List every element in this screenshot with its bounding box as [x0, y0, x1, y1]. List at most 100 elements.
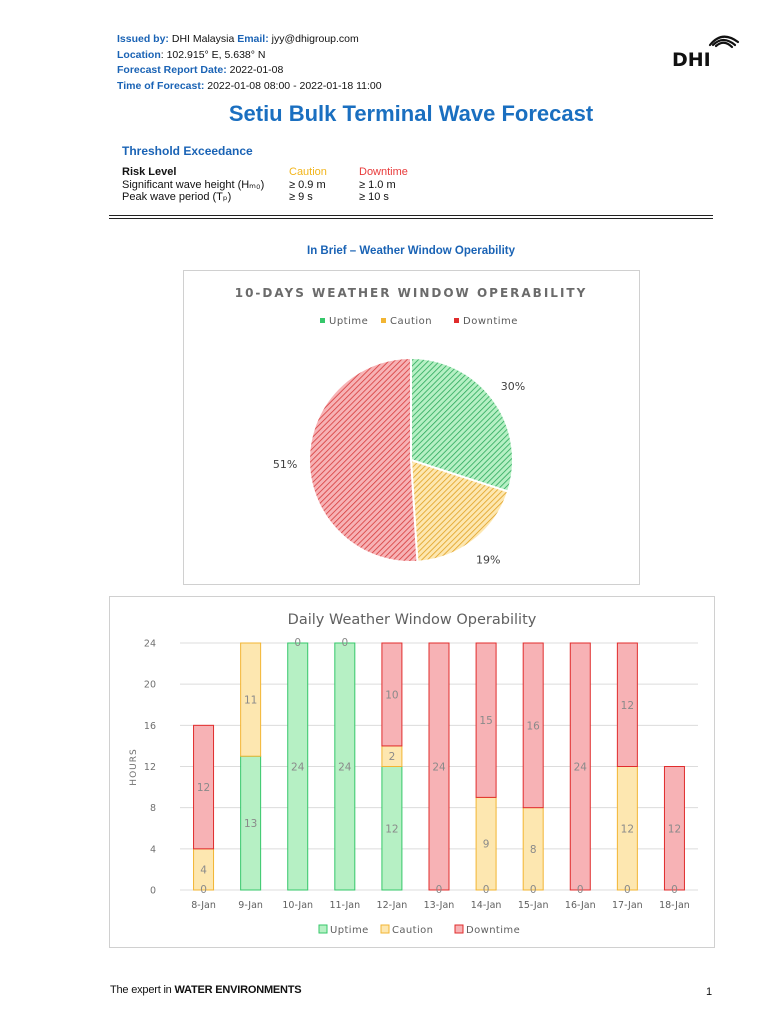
pie-legend-label-uptime: Uptime [329, 316, 368, 327]
pie-chart: 10-DAYS WEATHER WINDOW OPERABILITY Uptim… [235, 286, 588, 567]
risk-level-header: Risk Level [122, 166, 177, 178]
data-label-downtime: 12 [668, 823, 681, 835]
bar-uptime [287, 642, 309, 891]
caution-cell: ≥ 0.9 m [289, 178, 326, 191]
forecast-time-label: Time of Forecast: [117, 79, 205, 92]
bar-downtime [193, 724, 215, 850]
data-label-downtime: 15 [479, 715, 492, 727]
location-label: Location [117, 48, 161, 61]
bar-title: Daily Weather Window Operability [288, 612, 537, 628]
downtime-cell: ≥ 10 s [359, 191, 389, 203]
bar-caution [240, 642, 262, 757]
param-cell: Peak wave period (Tₚ) [122, 191, 232, 203]
x-tick-label: 10-Jan [282, 900, 313, 911]
bar-uptime [334, 642, 356, 891]
pie-legend: Uptime Caution Downtime [320, 316, 518, 327]
pie-chart-panel: 10-DAYS WEATHER WINDOW OPERABILITY Uptim… [183, 270, 640, 585]
x-tick-label: 16-Jan [565, 900, 596, 911]
data-label-downtime: 12 [621, 700, 634, 712]
pie-slice-uptime [410, 356, 514, 493]
report-date-label: Forecast Report Date: [117, 64, 227, 77]
data-label-caution: 8 [530, 844, 537, 856]
in-brief-title: In Brief – Weather Window Operability [307, 245, 515, 257]
threshold-title: Threshold Exceedance [122, 144, 253, 158]
data-labels: 0 4 12 13 11 24 0 24 0 12 2 10 0 24 0 9 15 0 8 16 0 24 0 12 12 0 1… [197, 637, 681, 896]
page-number: 1 [706, 986, 713, 998]
data-label-uptime: 0 [577, 884, 584, 896]
issued-by-value: DHI Malaysia [168, 33, 238, 45]
report-date-line: Forecast Report Date: 2022-01-08 [117, 63, 382, 79]
bar-downtime [663, 766, 685, 891]
downtime-cell: ≥ 1.0 m [359, 178, 396, 191]
bar-chart: Daily Weather Window Operability HOURS 0… [129, 612, 698, 936]
y-tick-label: 20 [144, 680, 156, 691]
pie-legend-label-downtime: Downtime [463, 316, 518, 327]
y-axis-label: HOURS [129, 748, 139, 785]
data-label-uptime: 24 [338, 762, 352, 774]
pie-slice-downtime [308, 356, 419, 563]
caution-header: Caution [289, 166, 327, 178]
page-title: Setiu Bulk Terminal Wave Forecast [228, 101, 594, 126]
data-label-downtime: 24 [432, 762, 446, 774]
data-label-caution: 4 [200, 864, 207, 876]
data-label-downtime: 12 [197, 782, 210, 794]
param-cell: Significant wave height (Hₘ₀) [122, 178, 265, 191]
bar-legend-label-downtime: Downtime [466, 925, 520, 936]
location-line: Location: 102.915° E, 5.638° N [117, 48, 382, 64]
y-tick-labels: 0 4 8 12 16 20 24 [144, 639, 156, 897]
x-tick-label: 14-Jan [471, 900, 502, 911]
dhi-logo-text: DHI [672, 49, 711, 70]
issued-by-label: Issued by: [117, 33, 169, 45]
x-tick-label: 17-Jan [612, 900, 643, 911]
divider [109, 215, 713, 216]
pie-legend-swatch-caution [381, 318, 386, 323]
x-tick-labels: 8-Jan 9-Jan 10-Jan 11-Jan 12-Jan 13-Jan 14-Jan… [191, 900, 690, 911]
bar-downtime [475, 642, 497, 798]
x-tick-label: 13-Jan [424, 900, 455, 911]
pie-legend-label-caution: Caution [390, 316, 432, 327]
x-tick-label: 12-Jan [377, 900, 408, 911]
report-date-value: 2022-01-08 [226, 64, 284, 77]
y-tick-label: 4 [150, 844, 156, 855]
caution-cell: ≥ 9 s [289, 191, 313, 203]
bar-legend: Uptime Caution Downtime [318, 924, 520, 936]
pie-label-uptime: 30% [501, 380, 525, 393]
pie-slices [308, 356, 514, 563]
downtime-header: Downtime [359, 166, 408, 178]
bar-legend-swatch-caution [380, 924, 390, 934]
x-tick-label: 18-Jan [659, 900, 690, 911]
bar-downtime [428, 642, 450, 891]
data-label-uptime: 12 [385, 823, 398, 835]
data-label-caution: 0 [294, 637, 301, 649]
y-tick-label: 16 [144, 721, 156, 732]
data-label-uptime: 13 [244, 818, 257, 830]
data-label-uptime: 0 [483, 884, 490, 896]
x-tick-label: 15-Jan [518, 900, 549, 911]
pie-labels: 30% 19% 51% [273, 380, 525, 567]
bar-downtime [522, 642, 544, 809]
data-label-uptime: 0 [624, 884, 631, 896]
report-header: Issued by: DHI Malaysia Email: jyy@dhigr… [117, 32, 382, 94]
data-label-uptime: 0 [436, 884, 443, 896]
threshold-header-row: Risk Level Caution Downtime [120, 166, 441, 179]
data-label-caution: 9 [483, 839, 490, 851]
pie-legend-swatch-downtime [454, 318, 459, 323]
x-tick-label: 11-Jan [329, 900, 360, 911]
footer-bold: WATER ENVIRONMENTS [174, 984, 302, 996]
threshold-row: Peak wave period (Tₚ) ≥ 9 s ≥ 10 s [120, 191, 441, 204]
pie-legend-swatch-uptime [320, 318, 325, 323]
data-label-uptime: 0 [200, 884, 207, 896]
threshold-table: Risk Level Caution Downtime Significant … [120, 166, 441, 204]
data-label-uptime: 0 [671, 884, 678, 896]
pie-title: 10-DAYS WEATHER WINDOW OPERABILITY [235, 286, 588, 300]
email-label: Email: [237, 33, 269, 45]
pie-slice-caution [409, 458, 510, 563]
data-label-downtime: 10 [385, 689, 398, 701]
data-label-caution: 2 [389, 751, 396, 763]
location-value: : 102.915° E, 5.638° N [160, 48, 266, 61]
data-label-caution: 11 [244, 695, 257, 707]
data-label-downtime: 16 [526, 720, 540, 732]
forecast-time-line: Time of Forecast: 2022-01-08 08:00 - 202… [117, 79, 382, 95]
bar-downtime [616, 642, 638, 767]
bar-legend-label-uptime: Uptime [330, 925, 369, 936]
